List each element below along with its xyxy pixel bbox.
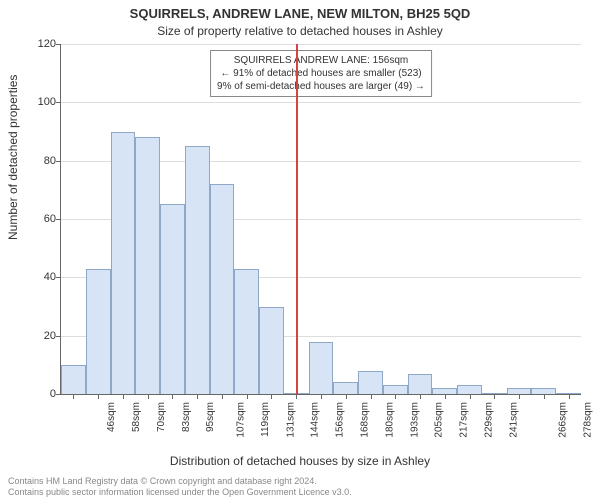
x-tick-label: 58sqm [131,402,142,432]
footer: Contains HM Land Registry data © Crown c… [8,476,352,498]
y-tick-mark [56,219,61,220]
y-tick-mark [56,44,61,45]
x-tick-mark [321,394,322,399]
x-tick-label: 180sqm [384,402,395,438]
x-tick-mark [346,394,347,399]
bar [86,269,111,394]
x-tick-mark [123,394,124,399]
x-tick-mark [395,394,396,399]
x-tick-mark [148,394,149,399]
chart-title: SQUIRRELS, ANDREW LANE, NEW MILTON, BH25… [0,6,600,21]
bar [309,342,334,395]
y-tick-label: 100 [26,96,56,108]
info-box: SQUIRRELS ANDREW LANE: 156sqm ← 91% of d… [210,50,432,97]
chart-container: SQUIRRELS, ANDREW LANE, NEW MILTON, BH25… [0,0,600,500]
x-tick-label: 46sqm [106,402,117,432]
x-tick-label: 95sqm [205,402,216,432]
x-tick-label: 168sqm [360,402,371,438]
x-tick-label: 70sqm [156,402,167,432]
footer-line-1: Contains HM Land Registry data © Crown c… [8,476,352,487]
x-tick-label: 266sqm [558,402,569,438]
y-tick-label: 40 [26,271,56,283]
bar [111,132,136,395]
y-tick-mark [56,161,61,162]
gridline [61,44,581,45]
x-tick-label: 241sqm [508,402,519,438]
x-tick-label: 278sqm [582,402,593,438]
y-tick-label: 60 [26,213,56,225]
reference-line [296,44,298,394]
y-tick-mark [56,277,61,278]
x-tick-mark [371,394,372,399]
chart-subtitle: Size of property relative to detached ho… [0,24,600,38]
y-tick-mark [56,102,61,103]
x-tick-mark [519,394,520,399]
x-tick-mark [296,394,297,399]
x-tick-label: 144sqm [310,402,321,438]
y-tick-mark [56,336,61,337]
bar [457,385,482,394]
x-tick-label: 119sqm [260,402,271,437]
bar [259,307,284,395]
plot-area: SQUIRRELS ANDREW LANE: 156sqm ← 91% of d… [60,44,581,395]
x-tick-mark [98,394,99,399]
x-tick-mark [445,394,446,399]
x-tick-label: 217sqm [459,402,470,438]
y-axis-label: Number of detached properties [6,75,20,240]
x-tick-mark [73,394,74,399]
bar [135,137,160,394]
x-tick-label: 156sqm [335,402,346,438]
y-tick-mark [56,394,61,395]
x-tick-mark [247,394,248,399]
info-line-3: 9% of semi-detached houses are larger (4… [217,80,425,93]
x-tick-mark [420,394,421,399]
y-tick-label: 80 [26,155,56,167]
bar [358,371,383,394]
bar [234,269,259,394]
info-line-1: SQUIRRELS ANDREW LANE: 156sqm [217,54,425,67]
info-line-2: ← 91% of detached houses are smaller (52… [217,67,425,80]
y-tick-label: 20 [26,330,56,342]
footer-line-2: Contains public sector information licen… [8,487,352,498]
x-tick-mark [544,394,545,399]
gridline [61,102,581,103]
x-tick-label: 229sqm [483,402,494,438]
x-tick-mark [222,394,223,399]
x-tick-mark [470,394,471,399]
bar [210,184,235,394]
x-tick-label: 193sqm [409,402,420,438]
bar [408,374,433,394]
x-tick-mark [271,394,272,399]
bar [333,382,358,394]
bar [383,385,408,394]
x-tick-mark [197,394,198,399]
y-tick-label: 0 [26,388,56,400]
x-tick-label: 83sqm [181,402,192,432]
x-tick-mark [172,394,173,399]
x-tick-label: 131sqm [285,402,296,438]
bar [160,204,185,394]
x-tick-mark [494,394,495,399]
bar [61,365,86,394]
y-tick-label: 120 [26,38,56,50]
bar [185,146,210,394]
x-tick-label: 107sqm [236,402,247,438]
x-tick-label: 205sqm [434,402,445,438]
x-tick-mark [569,394,570,399]
x-axis-label: Distribution of detached houses by size … [0,454,600,468]
